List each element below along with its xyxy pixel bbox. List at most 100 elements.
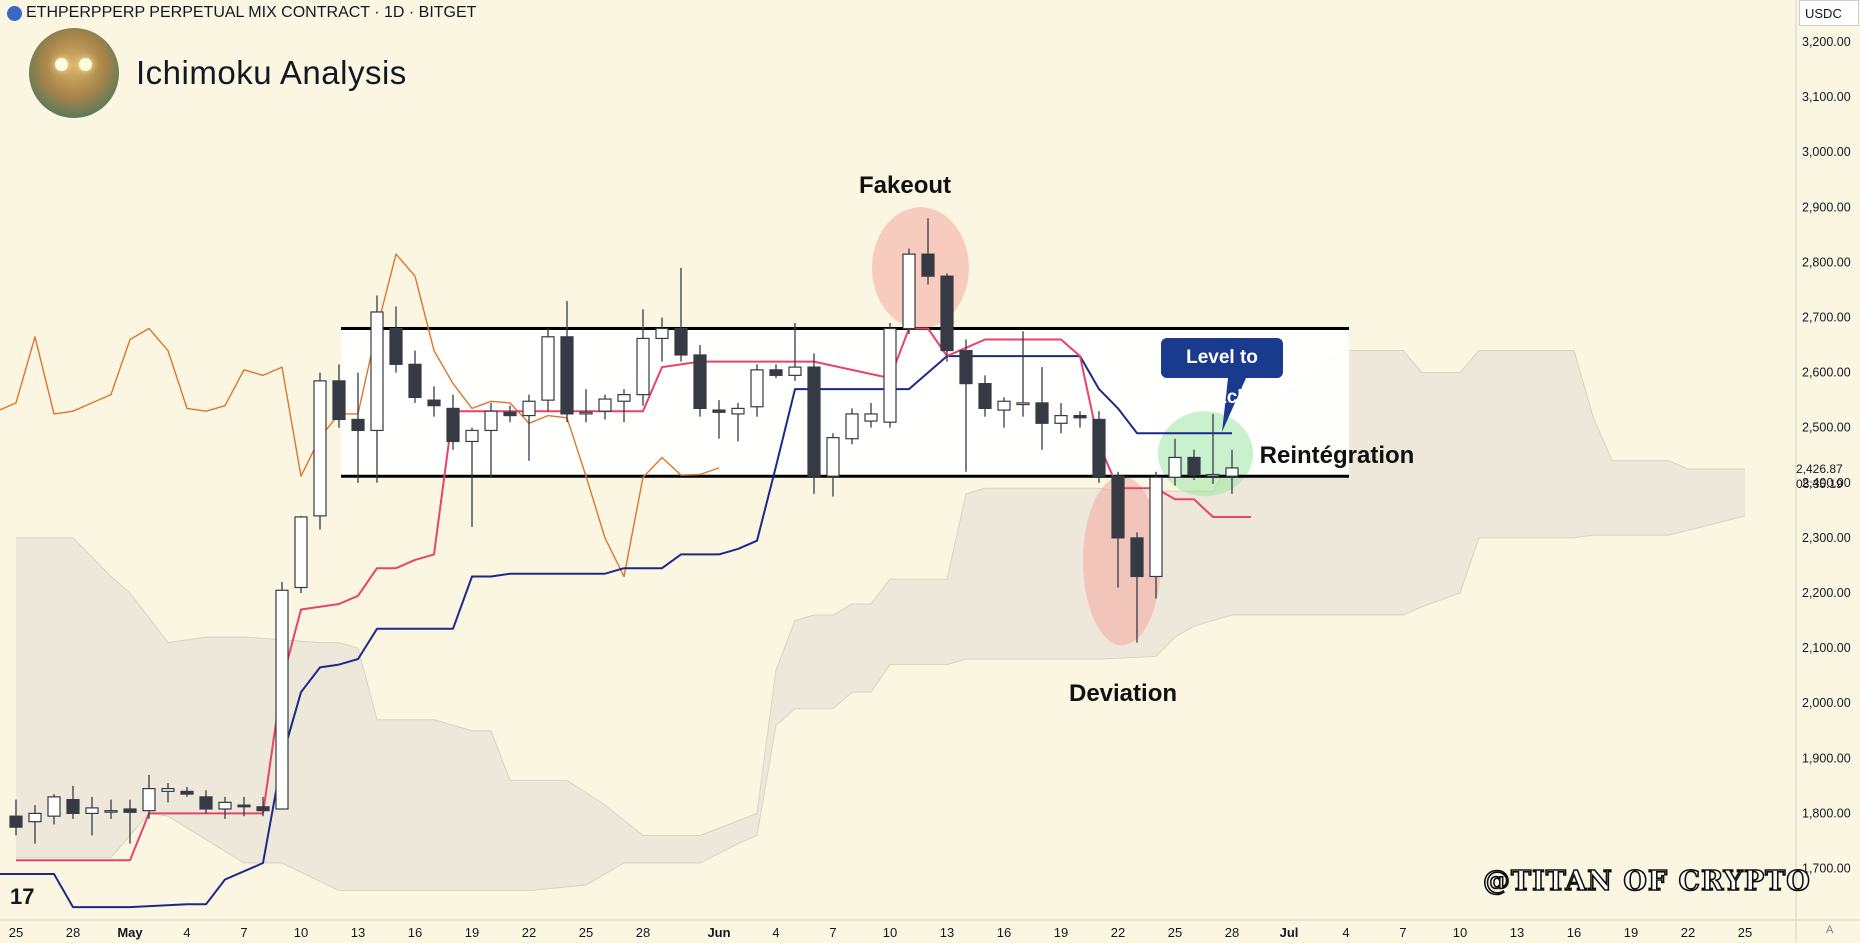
candle-body	[1225, 467, 1239, 477]
x-tick-label: 10	[1453, 925, 1467, 940]
deviation-zone	[1083, 476, 1161, 646]
candle-body	[446, 407, 460, 443]
candle	[370, 295, 384, 483]
y-tick-label: 1,700.00	[1802, 862, 1851, 876]
candle-body	[1035, 402, 1049, 424]
candle	[1035, 367, 1049, 450]
candle-body	[332, 380, 346, 421]
candle	[560, 300, 574, 423]
x-tick-label: 13	[940, 925, 954, 940]
x-tick-label: 28	[636, 925, 650, 940]
avatar-left-eye	[55, 58, 68, 71]
candle	[940, 273, 954, 362]
reintegration-zone	[1158, 411, 1253, 497]
y-tick-label: 2,200.00	[1802, 586, 1851, 600]
candle	[693, 345, 707, 417]
candle-body	[845, 413, 859, 440]
candle-body	[997, 400, 1011, 411]
callout-pointer	[1222, 378, 1246, 432]
candle-body	[1092, 418, 1106, 477]
candle-body	[199, 796, 213, 810]
candle	[883, 323, 897, 428]
x-tick-label: 13	[351, 925, 365, 940]
candle	[997, 397, 1011, 428]
candle	[598, 394, 612, 420]
x-tick-label: 16	[1567, 925, 1581, 940]
candle	[1187, 449, 1201, 481]
candle-body	[1054, 414, 1068, 424]
candle-body	[959, 349, 973, 385]
candle-body	[104, 810, 118, 813]
last-price-marker: 2,426.87 08:35:19	[1796, 462, 1843, 492]
candle-body	[28, 812, 42, 823]
candle-body	[807, 366, 821, 477]
candle-body	[503, 411, 517, 417]
tradingview-logo-icon[interactable]: 17	[10, 884, 35, 909]
candle	[1092, 411, 1106, 483]
x-tick-label: 25	[9, 925, 23, 940]
candle	[104, 799, 118, 819]
x-tick-label: 16	[408, 925, 422, 940]
auto-scale-button[interactable]: A	[1826, 924, 1834, 936]
candle-body	[237, 804, 251, 808]
candle-body	[180, 790, 194, 795]
candle-body	[636, 337, 650, 396]
x-tick-label: Jun	[707, 925, 730, 940]
plot-area	[0, 207, 1746, 909]
candle	[731, 402, 745, 442]
x-tick-label: Jul	[1280, 925, 1299, 940]
candle	[655, 317, 669, 362]
candle	[1016, 331, 1030, 417]
candle-body	[617, 394, 631, 402]
x-tick-label: 4	[1342, 925, 1349, 940]
candle	[1111, 471, 1125, 588]
candle-body	[1111, 475, 1125, 539]
cloud-span-a	[16, 350, 1745, 836]
candle	[275, 581, 289, 810]
candle-body	[408, 363, 422, 398]
y-tick-label: 2,300.00	[1802, 531, 1851, 545]
fakeout-label: Fakeout	[858, 172, 952, 199]
candle	[123, 799, 137, 844]
candle	[389, 306, 403, 373]
candle-body	[1130, 537, 1144, 578]
x-tick-label: 16	[997, 925, 1011, 940]
candle-body	[769, 369, 783, 376]
candle	[427, 386, 441, 417]
y-tick-label: 2,900.00	[1802, 200, 1851, 214]
candle	[826, 433, 840, 497]
candle	[237, 796, 251, 817]
x-tick-label: 4	[183, 925, 190, 940]
x-tick-label: 4	[772, 925, 779, 940]
candle	[408, 350, 422, 403]
candle	[1130, 532, 1144, 643]
candle-body	[389, 327, 403, 365]
candle-body	[142, 788, 156, 812]
cloud-span-b	[16, 515, 1746, 892]
ichimoku-cloud	[16, 350, 1745, 891]
currency-selector[interactable]: USDC	[1799, 0, 1859, 26]
candle	[313, 372, 327, 530]
x-tick-label: 25	[579, 925, 593, 940]
candle-body	[123, 808, 137, 813]
level-to-watch-callout: Level to watch	[1161, 338, 1283, 408]
candle-body	[1149, 476, 1163, 578]
candle	[636, 309, 650, 406]
candle	[180, 786, 194, 797]
avatar-right-eye	[79, 58, 92, 71]
symbol-title[interactable]: ETHPERPPERP PERPETUAL MIX CONTRACT · 1D …	[26, 4, 477, 21]
candle	[541, 328, 555, 412]
candle-body	[85, 807, 99, 815]
candle-body	[1187, 456, 1201, 476]
y-tick-label: 2,000.00	[1802, 696, 1851, 710]
candle	[1206, 413, 1220, 484]
candle-body	[731, 407, 745, 415]
candle	[1054, 402, 1068, 434]
candle	[1073, 411, 1087, 428]
candle	[769, 364, 783, 379]
candle	[85, 796, 99, 836]
candle	[351, 372, 365, 483]
candle	[902, 248, 916, 335]
